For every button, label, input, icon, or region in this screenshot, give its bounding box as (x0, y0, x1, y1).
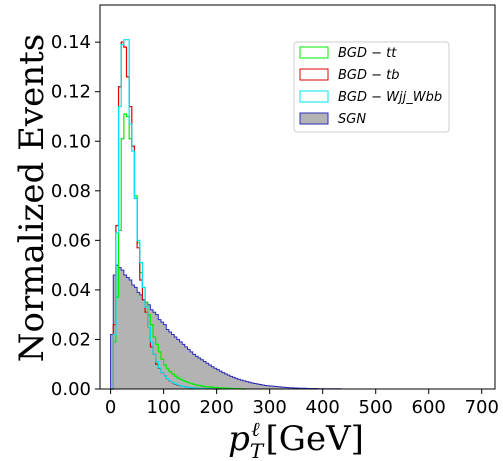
legend-swatch (299, 112, 329, 125)
legend-swatch (299, 68, 329, 81)
y-tick-label: 0.12 (51, 82, 91, 103)
series-bgd-wjj-wbb (110, 39, 220, 390)
y-axis-title: Normalized Events (12, 34, 52, 363)
y-tick-label: 0.10 (51, 131, 91, 152)
y-tick-label: 0.08 (51, 181, 91, 202)
x-tick-label: 600 (412, 397, 446, 418)
y-tick-label: 0.02 (51, 329, 91, 350)
x-tick-label: 700 (465, 397, 499, 418)
legend-label: BGD − tt (338, 46, 397, 61)
x-tick-label: 400 (306, 397, 340, 418)
y-tick-label: 0.00 (51, 379, 91, 400)
legend-label: BGD − Wjj_Wbb (338, 90, 442, 105)
legend-swatch (299, 46, 329, 59)
y-tick-label: 0.06 (51, 230, 91, 251)
x-tick-label: 0 (105, 397, 116, 418)
legend: BGD − tt BGD − tb BGD − Wjj_Wbb SGN (293, 41, 450, 133)
y-tick-label: 0.04 (51, 280, 91, 301)
legend-frame (293, 41, 450, 133)
x-tick-label: 200 (199, 397, 233, 418)
y-axis-label: Normalized Events (12, 34, 52, 363)
axes: 0 100 200 300 400 500 600 700 0.00 0.02 0.04 0.06 0.… (51, 4, 499, 418)
x-axis-title: pTℓ [GeV] (228, 417, 364, 461)
x-tick-label: 300 (252, 397, 286, 418)
x-tick-label: 500 (359, 397, 393, 418)
x-axis-label: pTℓ [GeV] (228, 417, 364, 461)
legend-swatch (299, 90, 329, 103)
legend-label: BGD − tb (338, 68, 400, 83)
legend-label: SGN (338, 112, 366, 127)
y-tick-label: 0.14 (51, 32, 91, 53)
x-tick-label: 100 (146, 397, 180, 418)
plot-frame (99, 4, 496, 390)
